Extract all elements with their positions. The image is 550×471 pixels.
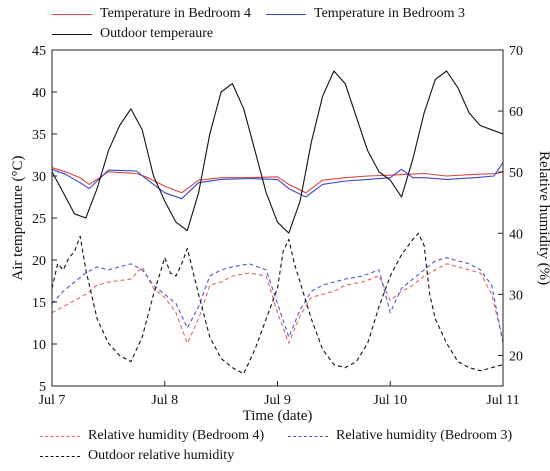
x-tick-label-0: Jul 7 [39,393,66,408]
y-axis-title-right: Relative humidity (%) [536,151,550,285]
x-axis-title: Time (date) [243,408,313,424]
y-axis-title-left: Air temperature (°C) [10,155,26,280]
legend-label-bedroom4-temp: Temperature in Bedroom 4 [100,6,252,21]
legend-bottom: Relative humidity (Bedroom 4) Relative h… [0,428,550,471]
legend-label-bedroom3-rh: Relative humidity (Bedroom 3) [336,428,513,443]
plot-frame [51,49,504,387]
series-line-2 [51,70,504,234]
legend-item-outdoor-temp: Outdoor temperaure [52,26,213,42]
series-line-0 [51,167,504,194]
x-tick-label-2: Jul 9 [264,393,291,408]
legend-item-bedroom3-temp: Temperature in Bedroom 3 [266,6,465,22]
left-tick-label-5: 30 [32,170,46,185]
left-tick-label-3: 20 [32,254,46,269]
series-line-4 [51,257,504,344]
left-tick-label-8: 45 [32,44,46,59]
left-tick-label-0: 5 [39,380,46,395]
legend-item-bedroom3-rh: Relative humidity (Bedroom 3) [288,428,512,444]
right-tick-label-5: 70 [509,44,523,59]
legend-item-outdoor-rh: Outdoor relative humidity [40,448,234,464]
right-tick-label-4: 60 [509,105,523,120]
legend-label-outdoor-temp: Outdoor temperaure [100,26,214,41]
legend-label-bedroom3-temp: Temperature in Bedroom 3 [314,6,466,21]
left-tick-label-1: 10 [32,338,46,353]
x-tick-label-3: Jul 10 [373,393,407,408]
legend-swatch-bedroom3-temp [266,13,306,15]
legend-item-bedroom4-temp: Temperature in Bedroom 4 [52,6,251,22]
left-tick-label-2: 15 [32,296,46,311]
right-tick-label-3: 50 [509,166,523,181]
left-tick-label-4: 25 [32,212,46,227]
legend-swatch-outdoor-temp [52,33,92,35]
x-tick-label-1: Jul 8 [151,393,178,408]
right-tick-label-2: 40 [509,227,523,242]
series-line-3 [51,263,504,344]
series-line-5 [51,232,504,375]
legend-swatch-bedroom3-rh [288,435,328,437]
legend-label-outdoor-rh: Outdoor relative humidity [88,448,235,463]
legend-item-bedroom4-rh: Relative humidity (Bedroom 4) [40,428,264,444]
legend-swatch-bedroom4-rh [40,435,80,437]
legend-label-bedroom4-rh: Relative humidity (Bedroom 4) [88,428,265,443]
series-line-1 [51,162,504,200]
legend-swatch-bedroom4-temp [52,13,92,15]
left-tick-label-7: 40 [32,86,46,101]
left-tick-label-6: 35 [32,128,46,143]
x-tick-label-4: Jul 11 [486,393,519,408]
legend-top: Temperature in Bedroom 4 Temperature in … [0,0,550,45]
right-tick-label-1: 30 [509,288,523,303]
right-tick-label-0: 20 [509,349,523,364]
legend-swatch-outdoor-rh [40,455,80,457]
